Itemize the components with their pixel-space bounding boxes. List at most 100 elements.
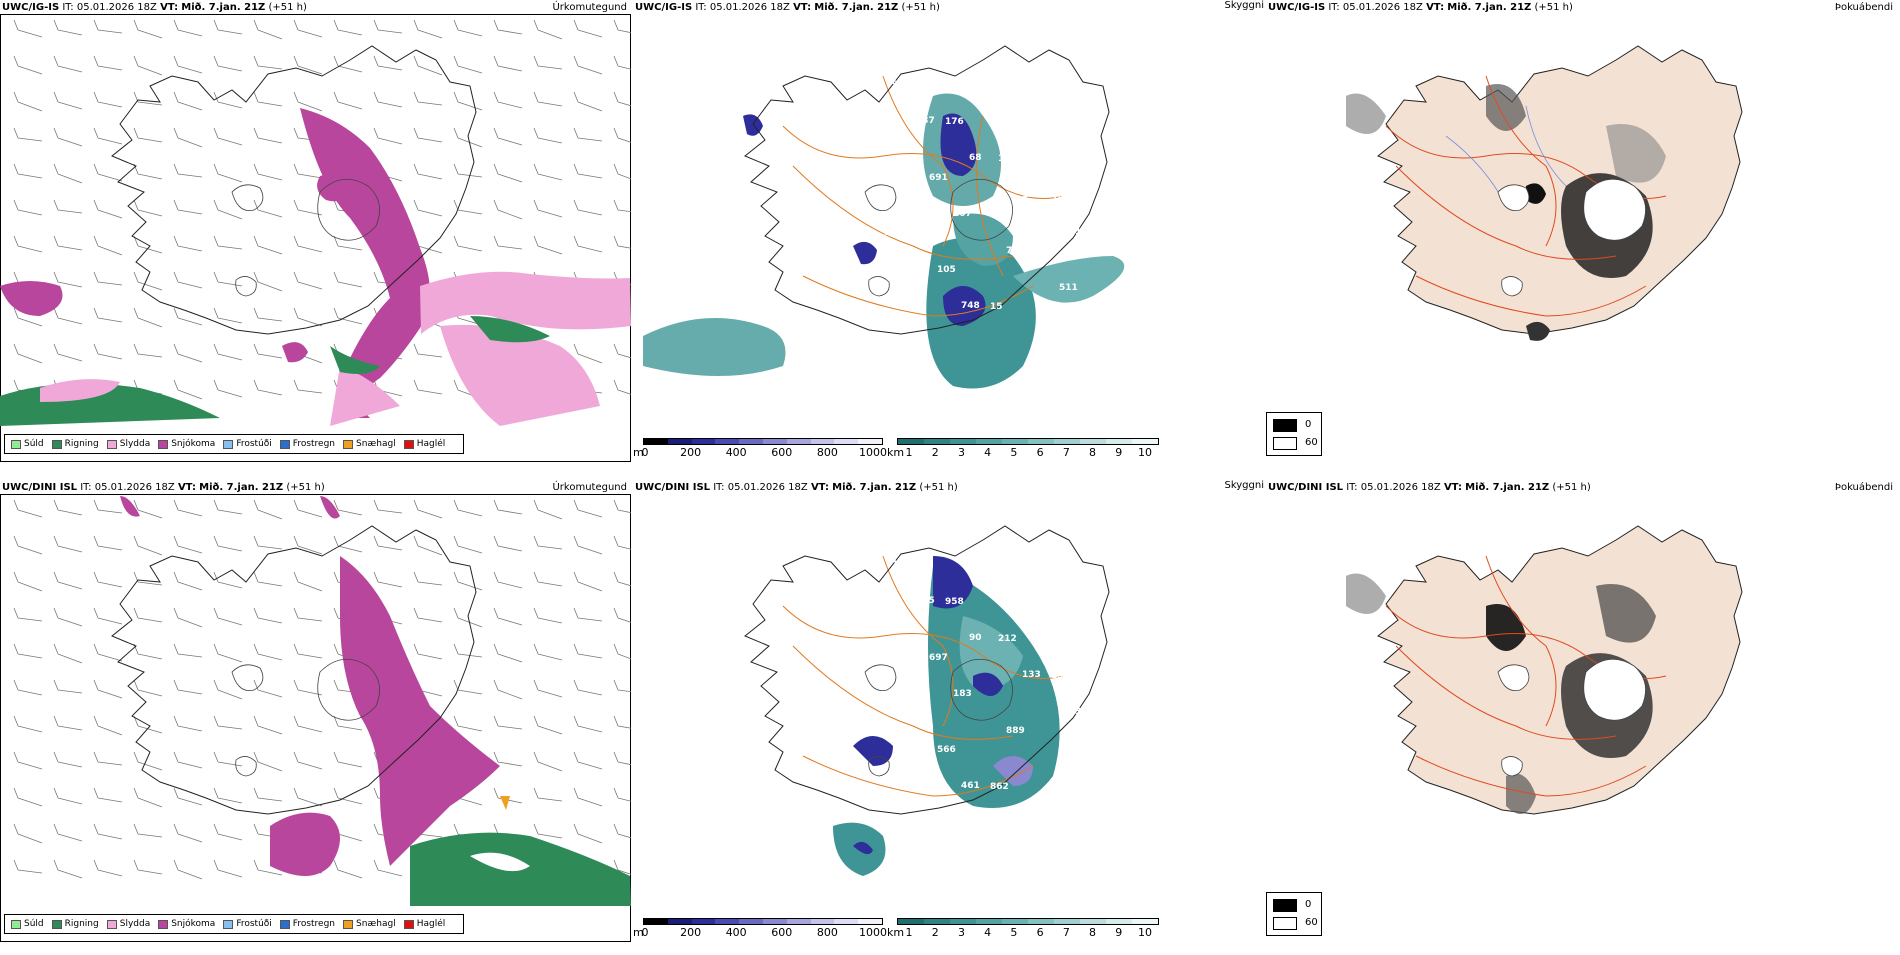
legend-item: Snjókoma [158,919,215,929]
visibility-label: 862 [990,782,1009,792]
scale-tick: 800 [816,446,838,459]
visibility-label: 68 [969,153,982,163]
visibility-labels-bottom: 73 135 90 133 353 280 461 262 10 88 183 889 166 129 95… [863,559,1094,792]
visibility-label: 137 [916,116,935,126]
scale-tick: 4 [984,926,992,939]
visibility-m-scale: m 0 200 400 600 800 1000 [633,438,893,460]
legend-swatch [51,439,62,449]
legend-item: Haglél [403,919,446,929]
visibility-label: 10 [1067,615,1080,625]
scale-tick: 400 [725,926,747,939]
legend-swatch [106,439,117,449]
precip-panel-top: UWC/IG-IS IT: 05.01.2026 18Z VT: Mið. 7.… [0,0,633,475]
legend-label: Rigning [64,439,99,449]
legend-label: Haglél [416,919,446,929]
visibility-label: 135 [916,596,935,606]
visibility-label: 691 [929,173,948,183]
scale-tick: 1000 [859,926,887,939]
visibility-map: 108 137 68 156 12 193 748 990 73 148 207 748 511 98 17… [643,45,1125,389]
panel-title: Skyggni [1224,0,1264,11]
scale-tick: 0 [641,446,649,459]
legend-swatch [343,439,354,449]
visibility-label: 748 [961,301,980,311]
panel-title: Úrkomutegund [552,482,627,493]
legend-label: Slydda [119,439,151,449]
legend-label: Snjókoma [171,919,216,929]
visibility-label: 15 [990,302,1003,312]
scale-tick: 0 [641,926,649,939]
visibility-label: 73 [863,559,876,569]
panel-title: Þokuábendi [1834,2,1893,13]
visibility-map: 73 135 90 133 353 280 461 262 10 88 183 889 166 129 95… [744,525,1110,876]
visibility-label: 133 [1051,671,1070,681]
visibility-label: 73 [1067,135,1080,145]
legend-label: Haglél [416,439,446,449]
panel-header: UWC/DINI ISL IT: 05.01.2026 18Z VT: Mið.… [635,482,958,493]
visibility-label: 133 [1022,670,1041,680]
visibility-label: 156 [1022,190,1041,200]
panel-frame [0,494,631,942]
visibility-label: 176 [945,117,964,127]
scale-tick: 200 [680,446,702,459]
visibility-label: 697 [929,653,948,663]
legend-label: Frostregn [292,439,336,449]
scale-tick: 800 [816,926,838,939]
legend-swatch [279,919,290,929]
visibility-label: 353 [1075,707,1094,717]
legend-item: Rigning [51,439,99,449]
scale-tick: 400 [725,446,747,459]
legend-item: Snjókoma [158,439,215,449]
fog-map [1346,525,1743,815]
panel-frame [0,14,631,462]
legend-item: Frostúði [223,919,272,929]
visibility-label: 193 [908,264,927,274]
visibility-panel-top: UWC/IG-IS IT: 05.01.2026 18Z VT: Mið. 7.… [633,0,1266,475]
visibility-label: 153 [998,154,1017,164]
legend-label: Frostregn [292,919,336,929]
legend-label: Slydda [119,919,151,929]
scale-tick: 1 [905,926,913,939]
legend-label: Snæhagl [356,439,396,449]
scale-tick: 2 [931,926,939,939]
legend-item: Snæhagl [343,439,396,449]
visibility-label: 511 [1059,283,1078,293]
legend-swatch [11,919,21,929]
scale-tick: 10 [1138,926,1152,939]
visibility-label: 105 [937,265,956,275]
legend-swatch [158,919,169,929]
legend-label: Súld [24,919,44,929]
visibility-label: 424 [884,708,903,718]
panel-title: Skyggni [1224,480,1264,491]
visibility-label: 958 [945,597,964,607]
legend-swatch [11,439,21,449]
legend-label: Súld [24,439,44,449]
precip-panel-bottom: UWC/DINI ISL IT: 05.01.2026 18Z VT: Mið.… [0,480,633,955]
visibility-labels-top: 108 137 68 156 12 193 748 990 73 148 207 748 511 98 17… [863,79,1088,312]
visibility-label: 875 [876,136,895,146]
visibility-label: 262 [1014,578,1033,588]
legend-swatch [51,919,62,929]
visibility-km-scale: km 1 2 3 4 5 6 7 8 9 10 [887,438,1163,460]
scale-tick: 600 [771,926,793,939]
visibility-label: 12 [1075,227,1088,237]
legend-item: Frostregn [279,439,336,449]
legend-item: Súld [11,919,44,929]
legend-swatch [403,439,414,449]
scale-tick: 2 [931,446,939,459]
precip-legend: Súld Rigning Slydda Snjókoma Frostúði Frostre… [4,434,464,454]
visibility-label: 129 [892,560,911,570]
legend-item: Slydda [106,439,151,449]
legend-label: Snæhagl [356,919,396,929]
scale-tick: 1000 [859,446,887,459]
legend-swatch [223,919,234,929]
scale-tick: 3 [957,446,965,459]
scale-tick: 8 [1089,926,1097,939]
legend-label: Frostúði [236,919,272,929]
visibility-label: 748 [1006,246,1025,256]
visibility-label: 86 [876,616,889,626]
legend-swatch [223,439,234,449]
visibility-label: 183 [953,689,972,699]
legend-swatch [106,919,117,929]
scale-tick: 6 [1036,446,1044,459]
scale-tick: 5 [1010,446,1018,459]
